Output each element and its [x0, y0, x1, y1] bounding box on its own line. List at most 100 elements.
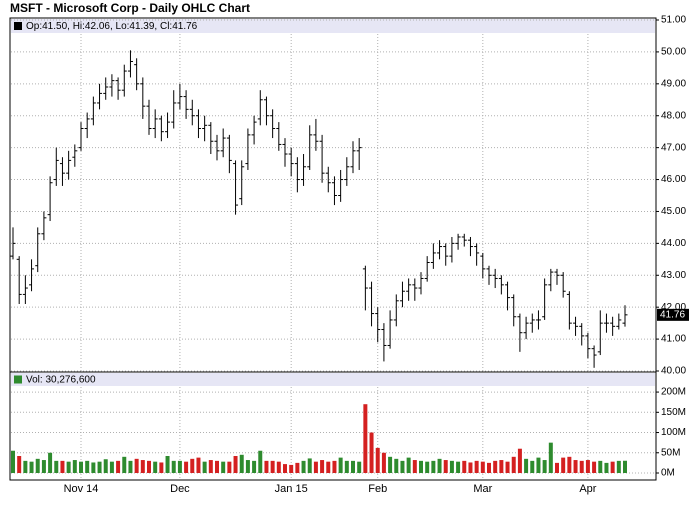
volume-bar: [190, 458, 195, 473]
volume-bar: [184, 461, 189, 473]
volume-bar: [579, 460, 584, 473]
volume-bar: [72, 460, 77, 473]
volume-bar: [474, 460, 479, 473]
volume-bar: [54, 460, 59, 473]
volume-bar: [480, 461, 485, 473]
volume-bar: [165, 456, 170, 473]
volume-bar: [301, 460, 306, 473]
volume-bar: [419, 460, 423, 473]
volume-bar: [610, 461, 615, 473]
volume-bar: [313, 461, 318, 473]
volume-bar: [536, 457, 541, 473]
x-tick-label: Mar: [473, 483, 492, 495]
volume-bar: [289, 464, 294, 473]
volume-bar: [561, 457, 566, 473]
volume-bar: [221, 461, 226, 473]
volume-bar: [400, 460, 405, 473]
chart-title: MSFT - Microsoft Corp - Daily OHLC Chart: [10, 1, 250, 15]
volume-bar: [307, 458, 312, 473]
volume-bar: [29, 461, 34, 473]
volume-legend: Vol: 30,276,600: [26, 375, 96, 386]
volume-bar: [375, 447, 380, 473]
volume-bar: [35, 458, 40, 473]
volume-bar: [91, 462, 96, 473]
volume-bar: [147, 460, 151, 473]
volume-bar: [215, 460, 219, 473]
volume-bar: [11, 450, 15, 473]
y-tick-label: 40.00: [661, 366, 686, 377]
volume-bar: [66, 461, 71, 473]
y-tick-label: 43.00: [661, 270, 686, 281]
volume-bar: [555, 462, 559, 473]
volume-bar: [585, 460, 590, 473]
volume-bar: [276, 461, 281, 473]
last-price-label: 41.76: [660, 309, 685, 320]
volume-bar: [487, 462, 491, 473]
y-tick-label: 150M: [661, 407, 686, 418]
volume-bar: [431, 460, 436, 473]
volume-bar: [202, 461, 207, 473]
y-tick-label: 47.00: [661, 142, 686, 153]
y-tick-label: 41.00: [661, 334, 686, 345]
y-tick-label: 44.00: [661, 238, 686, 249]
volume-bar: [468, 462, 473, 473]
volume-bar: [449, 460, 454, 473]
volume-bar: [320, 460, 325, 473]
x-tick-label: Nov 14: [64, 483, 99, 495]
volume-bar: [344, 460, 349, 473]
volume-bar: [48, 452, 53, 473]
y-tick-label: 51.00: [661, 15, 686, 26]
volume-bar: [109, 461, 114, 473]
volume-bar: [381, 452, 386, 473]
y-tick-label: 200M: [661, 387, 686, 398]
price-legend: Op:41.50, Hi:42.06, Lo:41.39, Cl:41.76: [26, 21, 198, 32]
volume-bar: [592, 461, 597, 473]
volume-bar: [369, 432, 374, 473]
volume-bar: [394, 458, 399, 473]
volume-bar: [177, 460, 182, 473]
volume-bar: [258, 450, 263, 473]
volume-bar: [412, 460, 417, 473]
volume-bar: [196, 457, 201, 473]
volume-bar: [153, 461, 158, 473]
volume-bar: [326, 461, 331, 473]
price-legend-strip: [11, 19, 655, 33]
volume-bar: [208, 460, 213, 473]
volume-legend-swatch: [14, 375, 22, 384]
volume-bar: [97, 461, 102, 473]
y-tick-label: 50M: [661, 447, 680, 458]
y-tick-label: 42.00: [661, 302, 686, 313]
volume-bar: [388, 456, 393, 473]
volume-bar: [122, 456, 127, 473]
volume-bar: [23, 460, 28, 473]
volume-bar: [567, 456, 572, 473]
x-tick-label: Feb: [368, 483, 387, 495]
volume-bar: [505, 461, 510, 473]
volume-bar: [85, 460, 90, 473]
volume-bar: [245, 460, 250, 473]
volume-bar: [233, 456, 238, 473]
volume-panel: [9, 371, 657, 481]
volume-bar: [140, 460, 145, 473]
volume-bar: [41, 460, 46, 473]
x-tick-label: Dec: [170, 483, 190, 495]
volume-bar: [270, 460, 275, 473]
volume-bar: [443, 460, 448, 473]
volume-bar: [338, 457, 343, 473]
volume-bar: [252, 460, 257, 473]
last-price-box: [657, 308, 689, 321]
y-tick-label: 0M: [661, 468, 675, 479]
volume-bar: [79, 461, 83, 473]
volume-bar: [159, 462, 164, 473]
volume-bar: [511, 456, 516, 473]
volume-bar: [227, 461, 232, 473]
x-tick-label: Jan 15: [275, 483, 308, 495]
volume-bar: [116, 460, 121, 473]
y-tick-label: 45.00: [661, 206, 686, 217]
x-tick-label: Apr: [579, 483, 596, 495]
volume-bar: [351, 460, 355, 473]
y-tick-label: 100M: [661, 427, 686, 438]
volume-bar: [524, 458, 529, 473]
volume-bar: [530, 460, 535, 473]
